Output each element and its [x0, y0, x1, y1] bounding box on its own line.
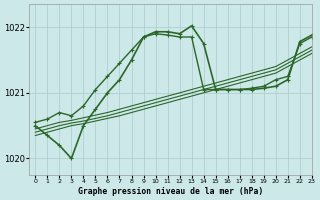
X-axis label: Graphe pression niveau de la mer (hPa): Graphe pression niveau de la mer (hPa) — [78, 187, 263, 196]
